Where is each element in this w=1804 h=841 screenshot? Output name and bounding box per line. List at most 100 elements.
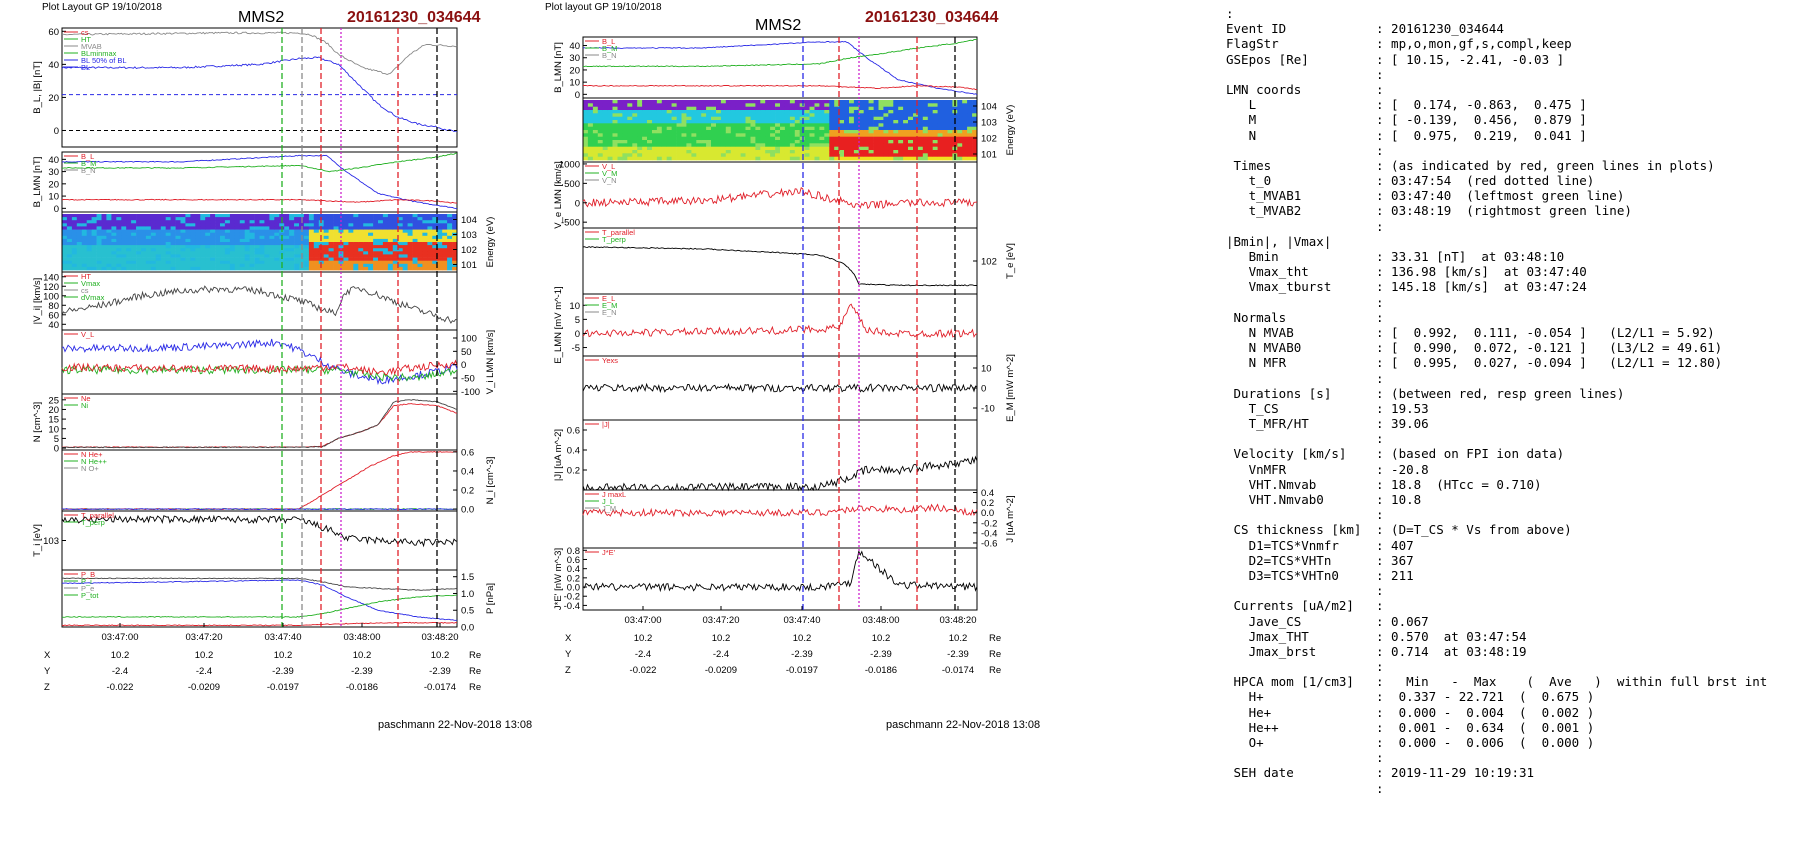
summary-key: Durations [s] [1226, 385, 1332, 401]
left-panel-ion-spectrogram-cell [353, 245, 359, 249]
left-panel-ion-spectrogram-cell [422, 266, 428, 271]
left-panel-ion-spectrogram-cell [254, 254, 260, 258]
left-panel-ion-spectrogram-cell [358, 223, 364, 227]
middle-panel-electron-spectrogram-cell [597, 120, 604, 124]
middle-panel-electron-spectrogram-cell [720, 116, 727, 121]
middle-panel-electron-spectrogram-cell [602, 106, 608, 111]
left-panel-ion-spectrogram-cell [200, 260, 206, 265]
left-panel-ion-spectrogram-cell [205, 226, 211, 230]
middle-panel-electron-spectrogram-cell [829, 106, 835, 111]
middle-panel-electron-spectrogram-cell [922, 106, 929, 111]
left-panel-ion-spectrogram-cell [165, 223, 171, 227]
middle-panel-electron-spectrogram-cell [903, 133, 909, 137]
left-panel-ion-spectrogram-cell [402, 238, 408, 243]
middle-panel-electron-spectrogram-cell [622, 120, 628, 124]
left-panel-ion-spectrogram-cell [224, 226, 231, 230]
middle-panel-electron-spectrogram-cell [853, 140, 860, 144]
summary-row: Times: (as indicated by red, green lines… [1226, 158, 1798, 173]
left-panel-ion-spectrogram-cell [131, 238, 137, 243]
left-panel-ion-spectrogram-cell [442, 251, 448, 255]
middle-panel-electron-spectrogram-cell [622, 146, 628, 151]
left-panel-ion-spectrogram-cell [215, 232, 221, 237]
middle-panel-electron-spectrogram-cell [617, 113, 623, 117]
middle-panel-electron-spectrogram-cell [755, 143, 761, 147]
middle-panel-electron-spectrogram-cell [617, 100, 623, 104]
summary-row: : [1226, 143, 1798, 158]
left-panel-ion-spectrogram-cell [170, 254, 176, 258]
middle-panel-electron-spectrogram-cell [592, 143, 599, 147]
left-panel-ion-spectrogram-cell [205, 220, 211, 224]
summary-row: t_MVAB2: 03:48:19 (rightmost green line) [1226, 203, 1798, 218]
middle-panel-electron-spectrogram-cell [814, 153, 820, 157]
left-panel-ion-spectrogram-cell [402, 257, 408, 262]
left-panel-ion-spectrogram-cell [239, 260, 246, 265]
left-panel-ion-spectrogram-cell [170, 266, 176, 271]
left-panel-ion-spectrogram-cell [66, 242, 73, 246]
middle-panel-electron-spectrogram-cell [883, 103, 889, 107]
left-panel-ion-spectrogram-cell [180, 238, 186, 243]
left-panel-density-ytick-label: 10 [48, 424, 59, 435]
middle-panel-electron-spectrogram-cell [927, 113, 934, 117]
left-panel-ion-spectrogram-cell [382, 217, 389, 221]
middle-panel-electron-spectrogram-cell [952, 150, 958, 154]
left-panel-ion-spectrogram-cell [96, 217, 102, 221]
left-panel-ion-spectrogram-cell [224, 257, 231, 262]
left-panel-ion-spectrogram-cell [333, 245, 339, 249]
middle-panel-electron-spectrogram-cell [602, 156, 608, 161]
middle-panel-electron-spectrogram-cell [716, 146, 722, 151]
left-panel-ion-spectrogram-cell [91, 266, 97, 271]
left-panel-ion-spectrogram-cell [106, 251, 112, 255]
left-panel-ion-spectrogram-cell [274, 226, 280, 230]
left-panel-ion-spectrogram-cell [294, 242, 300, 246]
left-panel-ion-spectrogram-cell [81, 238, 88, 243]
summary-row: VnMFR: -20.8 [1226, 462, 1798, 477]
left-panel-ion-spectrogram-cell [422, 263, 428, 268]
middle-panel-electron-spectrogram-cell [814, 130, 820, 134]
left-panel-ion-spectrogram-cell [200, 217, 206, 221]
middle-panel-electron-spectrogram-cell [868, 140, 874, 144]
middle-panel-electron-spectrogram-cell [750, 156, 756, 161]
middle-panel-electron-spectrogram-cell [711, 150, 717, 154]
left-panel-ti-series-t-i [61, 514, 458, 548]
left-panel-ion-spectrogram-cell [185, 235, 191, 240]
left-panel-ion-spectrogram-cell [101, 229, 107, 234]
middle-panel-electron-spectrogram-cell [863, 146, 869, 151]
middle-panel-electron-spectrogram-cell [656, 133, 663, 137]
middle-panel-electron-spectrogram-cell [711, 136, 717, 141]
left-panel-ion-spectrogram-cell [150, 251, 157, 255]
left-position-value: 10.2 [195, 650, 214, 661]
left-panel-ion-spectrogram-cell [229, 238, 236, 243]
middle-panel-electron-spectrogram-cell [868, 136, 874, 141]
left-panel-ion-spectrogram-cell [368, 223, 374, 227]
summary-row: : [1226, 219, 1798, 234]
middle-panel-electron-spectrogram-cell [617, 123, 623, 127]
left-panel-ion-spectrogram-cell [437, 232, 443, 237]
summary-row: H+: 0.337 - 22.721 ( 0.675 ) [1226, 689, 1798, 704]
left-panel-ion-spectrogram-cell [437, 223, 443, 227]
middle-panel-electron-spectrogram-cell [740, 116, 746, 121]
middle-panel-electron-spectrogram-cell [844, 133, 850, 137]
left-panel-ion-spectrogram-cell [452, 214, 458, 218]
middle-panel-electron-spectrogram-cell [972, 140, 978, 144]
left-panel-ion-spectrogram-cell [185, 226, 191, 230]
left-panel-ion-spectrogram-cell [200, 242, 206, 246]
middle-panel-electron-spectrogram-cell [676, 133, 682, 137]
middle-panel-electron-spectrogram-cell [656, 123, 663, 127]
middle-panel-electron-spectrogram-cell [691, 153, 697, 157]
left-panel-ion-spectrogram-cell [116, 214, 122, 218]
middle-panel-electron-spectrogram-cell [972, 103, 978, 107]
left-panel-ion-spectrogram-cell [131, 248, 137, 252]
left-panel-ion-spectrogram-cell [368, 217, 374, 221]
middle-panel-electron-spectrogram-cell [824, 150, 830, 154]
middle-panel-electron-spectrogram-cell [834, 126, 840, 131]
left-panel-ion-spectrogram-cell [244, 245, 250, 249]
middle-panel-electron-spectrogram-cell [829, 123, 835, 127]
middle-panel-electron-spectrogram-cell [755, 116, 761, 121]
left-panel-ion-spectrogram-cell [442, 220, 448, 224]
left-panel-ion-spectrogram-cell [333, 223, 339, 227]
left-panel-ion-spectrogram-cell [373, 235, 379, 240]
middle-panel-electron-spectrogram-cell [642, 140, 648, 144]
left-panel-ion-spectrogram-cell [303, 226, 310, 230]
middle-panel-electron-spectrogram-cell [647, 103, 653, 107]
middle-panel-electron-spectrogram-cell [844, 143, 850, 147]
